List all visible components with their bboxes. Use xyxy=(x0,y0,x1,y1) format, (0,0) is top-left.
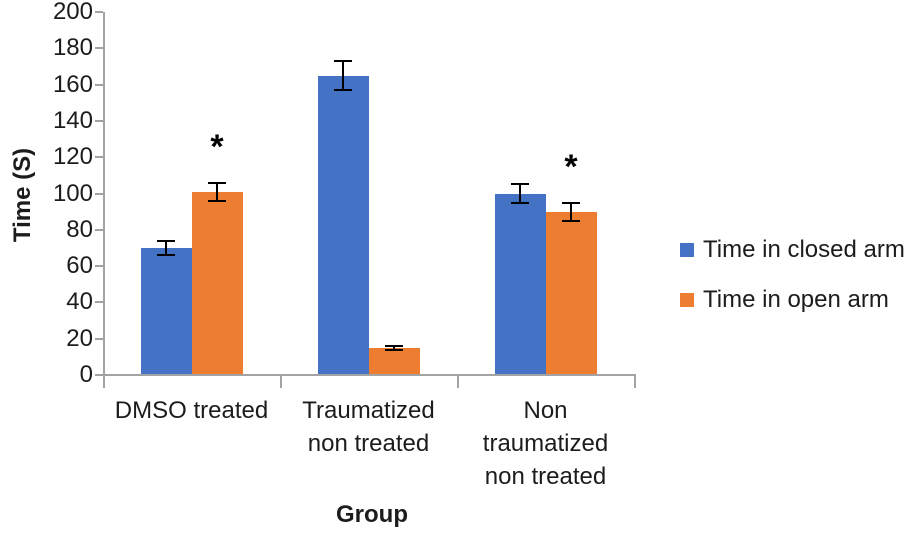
error-bar-cap-top xyxy=(208,181,226,184)
error-bar-cap-top xyxy=(334,60,352,62)
error-bar-cap-top xyxy=(562,201,580,204)
legend: Time in closed arm Time in open arm xyxy=(680,236,905,336)
error-bar-cap-bottom xyxy=(562,219,580,222)
y-tick xyxy=(95,374,103,376)
bar-series0-cat1 xyxy=(317,75,369,374)
bar-series1-cat1 xyxy=(368,347,420,374)
x-tick xyxy=(103,374,105,388)
error-bar-line xyxy=(216,182,218,201)
legend-label-closed-arm: Time in closed arm xyxy=(703,236,905,263)
error-bar-line xyxy=(165,240,167,256)
bar-series0-cat2 xyxy=(494,193,546,374)
y-tick xyxy=(95,192,103,195)
y-tick-label-140: 140 xyxy=(52,106,93,134)
x-tick xyxy=(280,374,282,388)
y-tick xyxy=(95,119,103,122)
y-tick xyxy=(95,83,103,86)
legend-label-open-arm: Time in open arm xyxy=(703,286,889,313)
y-tick xyxy=(95,265,103,268)
y-tick xyxy=(95,156,103,159)
error-bar-cap-bottom xyxy=(385,348,403,351)
x-category-label-1: Traumatized non treated xyxy=(302,397,435,457)
legend-swatch-closed-arm-icon xyxy=(680,243,694,257)
y-tick-label-100: 100 xyxy=(52,179,93,207)
legend-swatch-open-arm-icon xyxy=(680,293,694,307)
error-bar-line xyxy=(519,184,521,203)
legend-item-time-in-closed-arm: Time in closed arm xyxy=(680,236,905,264)
y-tick-label-180: 180 xyxy=(52,34,93,62)
y-tick xyxy=(95,47,103,50)
bar-series0-cat0 xyxy=(140,247,192,374)
x-tick xyxy=(634,374,636,388)
y-tick xyxy=(95,301,103,304)
y-tick-label-60: 60 xyxy=(66,252,93,280)
error-bar-line xyxy=(393,345,395,350)
significance-asterisk-0: * xyxy=(210,127,224,166)
x-axis-title: Group xyxy=(336,501,408,528)
bar-series1-cat2 xyxy=(545,211,597,374)
y-tick-label-160: 160 xyxy=(52,70,93,98)
significance-asterisk-1: * xyxy=(564,147,578,186)
x-tick xyxy=(457,374,459,388)
y-tick xyxy=(95,337,103,340)
error-bar-cap-top xyxy=(157,239,175,242)
error-bar-cap-top xyxy=(511,183,529,186)
error-bar-line xyxy=(570,202,572,221)
y-tick-label-120: 120 xyxy=(52,143,93,171)
y-tick xyxy=(95,228,103,231)
bar-series1-cat0 xyxy=(191,191,243,374)
x-category-label-0: DMSO treated xyxy=(114,397,269,424)
x-category-label-2: Non traumatized non treated xyxy=(482,397,609,490)
y-tick-label-40: 40 xyxy=(66,288,93,316)
error-bar-cap-bottom xyxy=(208,199,226,202)
y-tick-label-80: 80 xyxy=(66,215,93,243)
legend-item-time-in-open-arm: Time in open arm xyxy=(680,286,905,314)
error-bar-cap-bottom xyxy=(511,201,529,204)
y-tick xyxy=(95,11,103,13)
y-axis-line xyxy=(103,12,105,377)
x-axis-line xyxy=(103,374,636,376)
y-tick-label-200: 200 xyxy=(52,0,93,25)
error-bar-cap-bottom xyxy=(157,254,175,257)
y-tick-label-0: 0 xyxy=(79,361,93,388)
error-bar-cap-top xyxy=(385,344,403,347)
error-bar-line xyxy=(342,61,344,91)
y-tick-label-20: 20 xyxy=(66,324,93,352)
error-bar-cap-bottom xyxy=(334,89,352,92)
